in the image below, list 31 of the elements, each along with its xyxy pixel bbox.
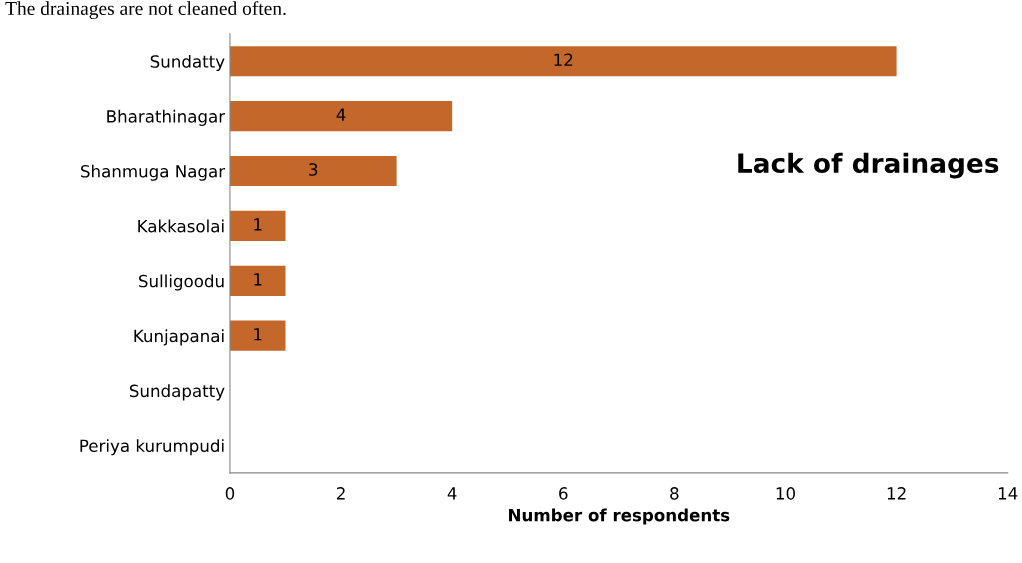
- bar: [229, 46, 897, 77]
- data-label: 12: [554, 53, 573, 66]
- text: Lack of drainages: [738, 152, 999, 179]
- y-tick-label: Sundatty: [150, 54, 225, 72]
- x-tick-label: 0: [225, 487, 235, 500]
- x-tick-label: 8: [670, 487, 679, 500]
- y-tick-label: Shanmuga Nagar: [81, 164, 226, 181]
- data-label: 1: [254, 218, 262, 231]
- x-tick-label: 10: [776, 487, 795, 500]
- bar: [229, 265, 286, 296]
- bar: [229, 210, 286, 241]
- text: The drainages are not cleaned often.: [5, 1, 286, 20]
- y-tick-label: Kakkasolai: [138, 219, 224, 233]
- y-tick-label: Kunjapanai: [134, 329, 224, 346]
- x-axis-title: Number of respondents: [509, 508, 730, 525]
- data-label: 1: [254, 273, 262, 286]
- x-tick-label: 4: [447, 487, 457, 500]
- data-label: 3: [309, 163, 318, 176]
- x-tick-label: 12: [887, 487, 906, 500]
- bar: [229, 320, 286, 351]
- data-label: 1: [254, 328, 262, 341]
- x-tick-label: 6: [559, 487, 568, 500]
- x-tick-label: 14: [998, 487, 1018, 500]
- data-label: 4: [336, 108, 346, 121]
- y-tick-label: Sulligoodu: [139, 274, 224, 291]
- bar: [229, 155, 397, 187]
- y-tick-label: Sundapatty: [129, 384, 225, 401]
- y-tick-label: Bharathinagar: [107, 109, 226, 126]
- y-tick-label: Periya kurumpudi: [80, 439, 224, 456]
- bar: [229, 101, 453, 132]
- x-tick-label: 2: [336, 487, 345, 500]
